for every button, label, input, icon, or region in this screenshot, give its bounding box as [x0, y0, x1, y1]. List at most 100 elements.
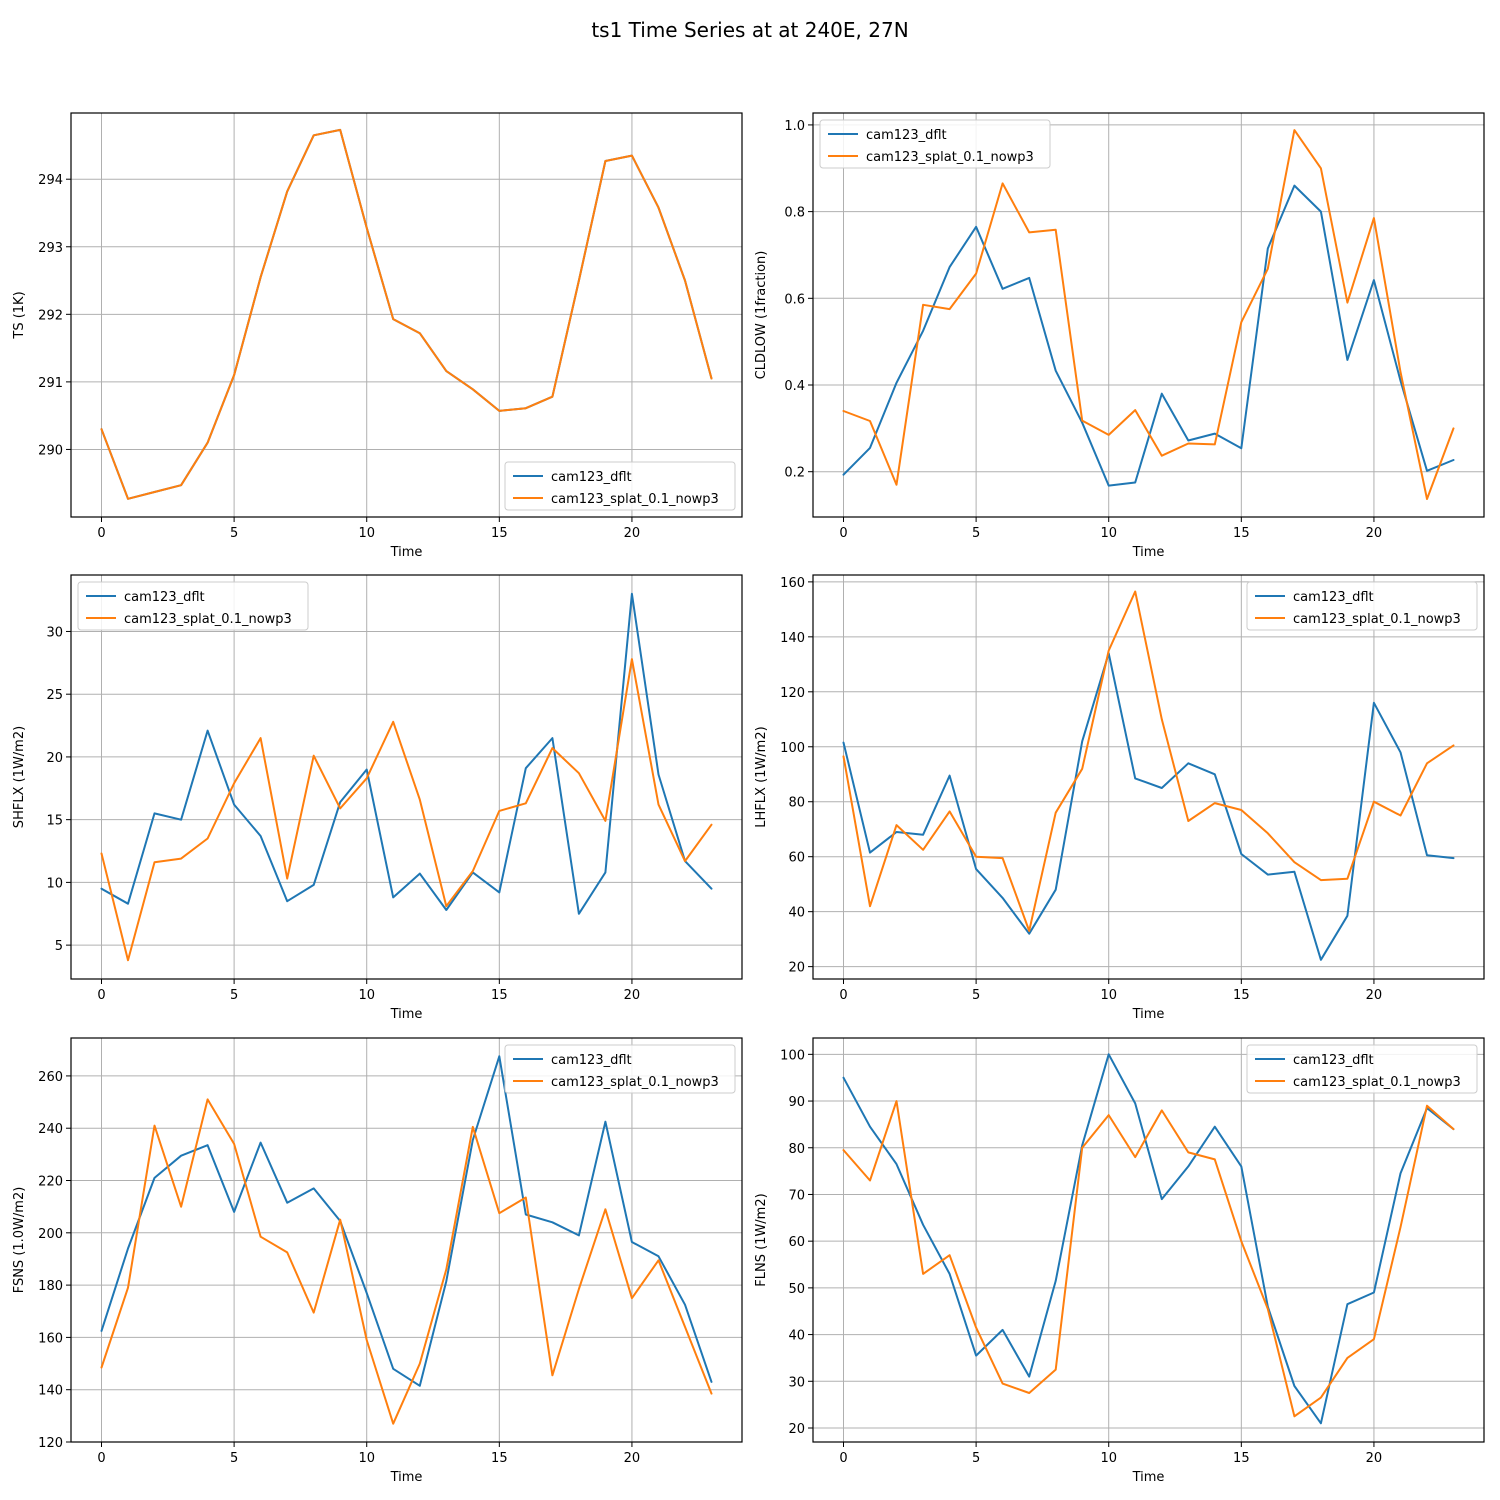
legend-box	[1246, 581, 1478, 631]
y-tick-label: 50	[788, 1282, 805, 1297]
x-tick-label: 15	[491, 1451, 508, 1466]
x-tick-label: 10	[358, 988, 375, 1003]
y-tick-label: 60	[788, 1235, 805, 1250]
y-tick-label: 100	[780, 1048, 805, 1063]
x-tick-label: 20	[624, 526, 641, 541]
y-tick-label: 292	[38, 308, 63, 323]
y-tick-label: 180	[38, 1279, 63, 1294]
y-tick-label: 10	[46, 876, 63, 891]
x-tick-label: 5	[230, 988, 238, 1003]
subplot-3: 0 5 10 15 20 5 10 15 20 25 30 Time SHFLX (1W/m2) cam1…	[12, 574, 743, 1022]
y-axis-label: FLNS (1W/m2)	[754, 1193, 769, 1286]
x-tick-label: 5	[972, 1451, 980, 1466]
x-tick-label: 15	[1233, 1451, 1250, 1466]
x-tick-label: 0	[839, 526, 847, 541]
plot-frame	[812, 1037, 1485, 1443]
y-tick-label: 80	[788, 796, 805, 811]
series-line-2	[842, 1100, 1455, 1418]
y-axis-label: TS (1K)	[12, 291, 27, 339]
x-tick-label: 10	[1100, 988, 1117, 1003]
x-tick-label: 0	[97, 1451, 105, 1466]
x-axis-label: Time	[1132, 545, 1165, 560]
y-tick-label: 291	[38, 376, 63, 391]
x-tick-label: 15	[1233, 526, 1250, 541]
legend-label-1: cam123_dflt	[551, 1053, 632, 1068]
y-tick-label: 40	[788, 906, 805, 921]
series-line-2	[100, 128, 713, 500]
legend-label-2: cam123_splat_0.1_nowp3	[124, 612, 292, 627]
x-tick-label: 15	[1233, 988, 1250, 1003]
y-axis-label: SHFLX (1W/m2)	[12, 726, 27, 828]
legend: cam123_dflt cam123_splat_0.1_nowp3	[504, 461, 736, 511]
legend-label-1: cam123_dflt	[124, 590, 205, 605]
y-tick-label: 290	[38, 443, 63, 458]
legend-label-1: cam123_dflt	[866, 128, 947, 143]
y-tick-label: 100	[780, 741, 805, 756]
legend: cam123_dflt cam123_splat_0.1_nowp3	[504, 1044, 736, 1094]
legend-label-2: cam123_splat_0.1_nowp3	[551, 1075, 719, 1090]
y-tick-label: 20	[788, 961, 805, 976]
x-tick-label: 20	[1366, 1451, 1383, 1466]
x-tick-label: 0	[839, 1451, 847, 1466]
subplot-1: 0 5 10 15 20 290 291 292 293 294 Time TS (1K) cam123…	[12, 112, 743, 560]
legend: cam123_dflt cam123_splat_0.1_nowp3	[819, 119, 1051, 169]
plot-frame	[812, 574, 1485, 980]
plot-frame	[812, 112, 1485, 518]
series-line-1	[100, 1055, 713, 1387]
series-line-1	[842, 184, 1455, 487]
x-tick-label: 5	[972, 526, 980, 541]
x-tick-label: 15	[491, 526, 508, 541]
legend: cam123_dflt cam123_splat_0.1_nowp3	[1246, 1044, 1478, 1094]
y-tick-label: 30	[788, 1375, 805, 1390]
y-tick-label: 260	[38, 1070, 63, 1085]
legend-box	[819, 119, 1051, 169]
legend-label-1: cam123_dflt	[1293, 590, 1374, 605]
x-tick-label: 10	[1100, 526, 1117, 541]
x-tick-label: 10	[1100, 1451, 1117, 1466]
series-line-1	[100, 592, 713, 915]
y-tick-label: 90	[788, 1095, 805, 1110]
y-tick-label: 120	[38, 1436, 63, 1451]
y-axis-label: FSNS (1.0W/m2)	[12, 1187, 27, 1294]
legend-box	[77, 581, 309, 631]
y-tick-label: 293	[38, 241, 63, 256]
y-tick-label: 0.6	[784, 292, 805, 307]
y-tick-label: 20	[46, 751, 63, 766]
series-line-2	[100, 658, 713, 962]
y-axis-label: LHFLX (1W/m2)	[754, 726, 769, 827]
series-line-2	[842, 129, 1455, 500]
y-tick-label: 200	[38, 1227, 63, 1242]
legend: cam123_dflt cam123_splat_0.1_nowp3	[77, 581, 309, 631]
x-tick-label: 0	[97, 988, 105, 1003]
y-tick-label: 15	[46, 814, 63, 829]
x-tick-label: 20	[1366, 526, 1383, 541]
x-axis-label: Time	[1132, 1007, 1165, 1022]
x-tick-label: 10	[358, 1451, 375, 1466]
legend-label-2: cam123_splat_0.1_nowp3	[551, 492, 719, 507]
y-tick-label: 30	[46, 625, 63, 640]
x-tick-label: 20	[624, 988, 641, 1003]
y-tick-label: 0.8	[784, 206, 805, 221]
x-tick-label: 20	[624, 1451, 641, 1466]
y-tick-label: 5	[55, 939, 63, 954]
y-tick-label: 1.0	[784, 119, 805, 134]
x-axis-label: Time	[390, 1007, 423, 1022]
y-tick-label: 70	[788, 1188, 805, 1203]
y-tick-label: 80	[788, 1142, 805, 1157]
y-tick-label: 60	[788, 851, 805, 866]
y-tick-label: 0.2	[784, 466, 805, 481]
legend: cam123_dflt cam123_splat_0.1_nowp3	[1246, 581, 1478, 631]
y-tick-label: 294	[38, 173, 63, 188]
legend-label-2: cam123_splat_0.1_nowp3	[1293, 612, 1461, 627]
x-tick-label: 0	[839, 988, 847, 1003]
legend-box	[504, 1044, 736, 1094]
y-tick-label: 140	[38, 1384, 63, 1399]
y-tick-label: 140	[780, 631, 805, 646]
y-tick-label: 160	[38, 1331, 63, 1346]
x-tick-label: 5	[972, 988, 980, 1003]
subplot-6: 0 5 10 15 20 20 30 40 50 60 70 80 90 100 Time FLNS (1W/…	[754, 1037, 1485, 1485]
series-line-2	[842, 590, 1455, 932]
x-tick-label: 5	[230, 526, 238, 541]
subplot-2: 0 5 10 15 20 0.2 0.4 0.6 0.8 1.0 Time CLDLOW (1frac…	[754, 112, 1485, 560]
x-tick-label: 5	[230, 1451, 238, 1466]
